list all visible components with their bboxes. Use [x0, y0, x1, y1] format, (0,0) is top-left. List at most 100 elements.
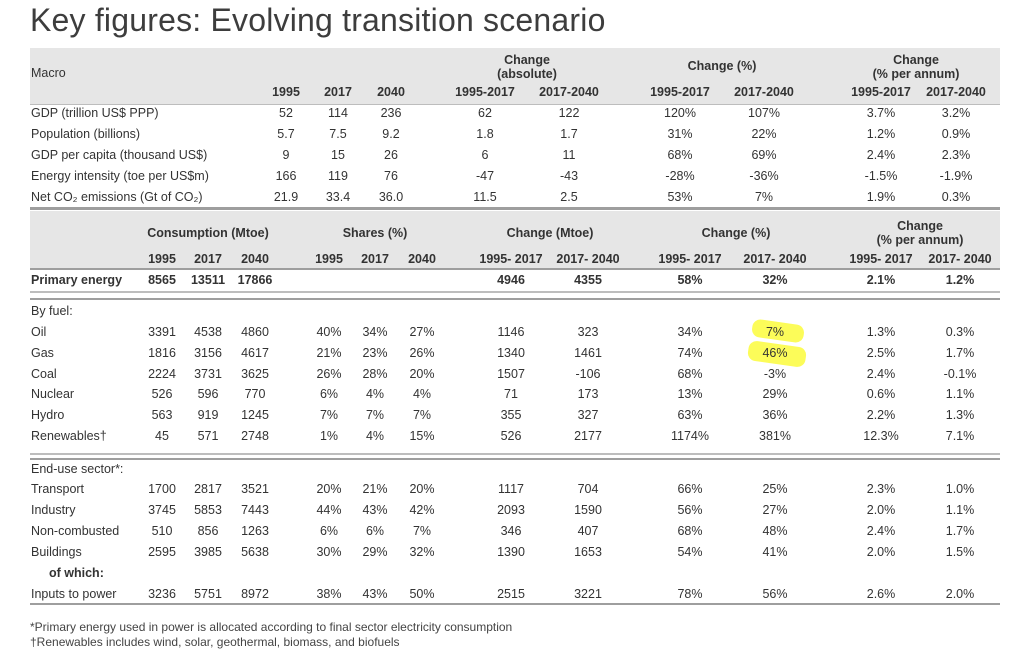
section-label: End-use sector*:: [31, 462, 124, 476]
table-cell: 2.4%: [866, 148, 896, 162]
table-cell: 4946: [497, 273, 525, 287]
row-label: Non-combusted: [31, 524, 120, 538]
table-cell: 510: [151, 524, 173, 538]
table-cell: 40%: [316, 325, 342, 339]
table-cell: 8565: [148, 273, 176, 287]
column-header: 2040: [377, 85, 405, 99]
table-cell: 68%: [677, 524, 703, 538]
row-label: Energy intensity (toe per US$m): [31, 169, 209, 183]
table-cell: 7%: [765, 325, 785, 339]
column-header: 1995: [315, 252, 343, 266]
table-cell: 1.2%: [866, 127, 896, 141]
table-cell: 26%: [316, 367, 342, 381]
table-cell: 7443: [241, 503, 269, 517]
table-cell: 2.0%: [866, 503, 896, 517]
table-cell: 2177: [574, 429, 602, 443]
table-cell: 27%: [409, 325, 435, 339]
table-cell: 7%: [412, 408, 432, 422]
table-cell: -1.9%: [939, 169, 973, 183]
table-cell: 44%: [316, 503, 342, 517]
row-label: Population (billions): [31, 127, 141, 141]
table-cell: 346: [500, 524, 522, 538]
table-cell: 7.1%: [945, 429, 975, 443]
table-cell: 114: [328, 106, 348, 120]
table-cell: 1.1%: [945, 503, 975, 517]
row-label: Inputs to power: [31, 587, 117, 601]
table-cell: 26: [384, 148, 398, 162]
table-cell: -0.1%: [943, 367, 977, 381]
row-label: Gas: [31, 346, 54, 360]
divider: [30, 268, 1000, 270]
row-label: Buildings: [31, 545, 82, 559]
table-cell: 34%: [362, 325, 388, 339]
table-cell: 36%: [762, 408, 788, 422]
table-cell: 1117: [498, 482, 524, 496]
table-cell: 20%: [409, 367, 435, 381]
table-cell: 2.5%: [866, 346, 896, 360]
table-cell: 2.0%: [945, 587, 975, 601]
column-header: 2017: [194, 252, 222, 266]
table-cell: 2.5: [560, 190, 578, 204]
table-cell: 6%: [365, 524, 385, 538]
table-cell: 0.3%: [945, 325, 975, 339]
table-cell: 42%: [409, 503, 435, 517]
table-cell: 3156: [194, 346, 222, 360]
divider: [30, 291, 1000, 293]
table-cell: 1174%: [671, 429, 709, 443]
table-cell: 30%: [316, 545, 342, 559]
table-cell: 1.3%: [945, 408, 975, 422]
table-cell: 2515: [497, 587, 525, 601]
table-cell: 2.6%: [866, 587, 896, 601]
table-cell: 78%: [677, 587, 703, 601]
table-cell: 1.1%: [945, 387, 975, 401]
table-cell: 1263: [241, 524, 269, 538]
column-header: 1995: [272, 85, 300, 99]
footnote: *Primary energy used in power is allocat…: [30, 620, 513, 634]
table-cell: 4860: [241, 325, 269, 339]
table-cell: 32%: [409, 545, 435, 559]
table-cell: 56%: [677, 503, 703, 517]
column-header: 2017- 2040: [928, 252, 992, 266]
table-cell: 7%: [319, 408, 339, 422]
table-cell: -36%: [749, 169, 779, 183]
table-cell: 7%: [365, 408, 385, 422]
table-cell: 31%: [667, 127, 693, 141]
table-cell: 1.5%: [945, 545, 975, 559]
table-cell: 20%: [409, 482, 435, 496]
table-cell: 8972: [241, 587, 269, 601]
table-cell: 9.2: [382, 127, 400, 141]
table-cell: 0.9%: [941, 127, 971, 141]
table-cell: 119: [328, 169, 348, 183]
table-cell: 3745: [148, 503, 176, 517]
energy-header-band: [30, 211, 1000, 268]
group-header: Change (% per annum): [876, 219, 964, 247]
table-cell: 5.7: [277, 127, 295, 141]
column-header: 2040: [241, 252, 269, 266]
table-cell: 407: [577, 524, 599, 538]
table-cell: -106: [575, 367, 601, 381]
table-cell: 6%: [319, 524, 339, 538]
table-cell: 1146: [497, 325, 525, 339]
table-cell: 1461: [574, 346, 602, 360]
group-header: Change (%): [701, 226, 771, 240]
row-label: Oil: [31, 325, 47, 339]
table-cell: 32%: [762, 273, 788, 287]
table-cell: 9: [282, 148, 290, 162]
table-cell: 29%: [362, 545, 388, 559]
table-cell: 107%: [748, 106, 780, 120]
table-cell: 5853: [194, 503, 222, 517]
table-cell: 36.0: [378, 190, 404, 204]
divider: [30, 458, 1000, 460]
row-label: GDP (trillion US$ PPP): [31, 106, 159, 120]
table-cell: 1.8: [476, 127, 494, 141]
table-cell: 13%: [677, 387, 703, 401]
row-label: Hydro: [31, 408, 65, 422]
table-cell: 11.5: [473, 190, 497, 204]
table-cell: 2.1%: [866, 273, 896, 287]
table-cell: 43%: [362, 503, 388, 517]
table-cell: 21.9: [273, 190, 299, 204]
table-cell: 770: [244, 387, 266, 401]
divider: [30, 298, 1000, 300]
table-cell: 122: [558, 106, 580, 120]
table-cell: -1.5%: [864, 169, 898, 183]
